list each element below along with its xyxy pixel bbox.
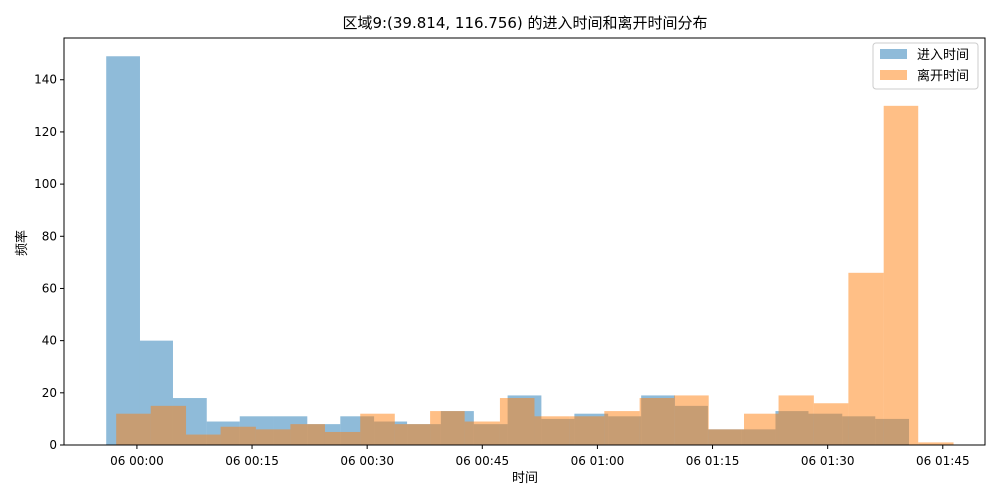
y-tick-label-0: 0	[49, 438, 57, 452]
bar-enter-0	[106, 56, 140, 446]
bar-leave-12	[534, 416, 570, 445]
bar-leave-9	[430, 411, 465, 445]
y-tick-label-5: 100	[34, 177, 57, 191]
y-tick-label-1: 20	[42, 386, 57, 400]
legend-label-leave: 离开时间	[917, 68, 969, 84]
bar-leave-5	[290, 424, 325, 445]
legend: 进入时间 离开时间	[872, 42, 979, 90]
y-tick-label-6: 120	[34, 125, 57, 139]
legend-swatch-leave	[880, 70, 907, 80]
bar-leave-10	[464, 421, 500, 445]
bar-leave-22	[883, 105, 919, 445]
x-tick-label-3: 06 00:45	[455, 454, 509, 468]
x-tick-label-1: 06 00:15	[225, 454, 279, 468]
bar-leave-13	[569, 416, 605, 445]
bar-leave-7	[360, 413, 395, 445]
chart-title: 区域9:(39.814, 116.756) 的进入时间和离开时间分布	[342, 14, 707, 32]
bar-leave-4	[255, 429, 291, 445]
x-tick-label-2: 06 00:30	[340, 454, 394, 468]
y-tick-label-7: 140	[34, 73, 57, 87]
bar-leave-17	[708, 429, 745, 445]
bar-leave-8	[394, 424, 431, 445]
x-axis-title: 时间	[512, 471, 538, 486]
bar-leave-20	[813, 403, 849, 445]
bar-leave-3	[220, 426, 256, 445]
bar-leave-16	[674, 395, 709, 445]
bar-leave-21	[848, 272, 884, 445]
y-axis-title: 频率	[14, 230, 30, 256]
y-tick-label-2: 40	[42, 334, 57, 348]
bar-leave-6	[324, 431, 361, 445]
bar-leave-1	[150, 405, 187, 445]
bars-layer	[106, 56, 954, 446]
y-tick-label-3: 60	[42, 281, 57, 295]
bar-leave-19	[778, 395, 814, 445]
bar-leave-0	[116, 413, 151, 445]
plot-frame	[63, 37, 986, 446]
legend-swatch-enter	[880, 49, 907, 59]
bar-leave-2	[186, 434, 221, 445]
x-tick-label-5: 06 01:15	[686, 454, 740, 468]
y-tick-label-4: 80	[42, 229, 57, 243]
x-tick-label-0: 06 00:00	[110, 454, 164, 468]
x-axis: 06 00:00 06 00:15 06 00:30 06 00:45 06 01:00…	[110, 445, 970, 468]
y-axis: 0 20 40 60 80 100 120 140	[34, 73, 64, 452]
x-tick-label-6: 06 01:30	[801, 454, 855, 468]
bar-leave-11	[499, 398, 535, 445]
bar-leave-15	[639, 398, 675, 445]
x-tick-label-7: 06 01:45	[916, 454, 970, 468]
legend-label-enter: 进入时间	[917, 48, 969, 63]
x-tick-label-4: 06 01:00	[571, 454, 625, 468]
bar-leave-14	[604, 411, 640, 445]
bar-leave-23	[918, 442, 954, 445]
bar-leave-18	[744, 413, 779, 445]
